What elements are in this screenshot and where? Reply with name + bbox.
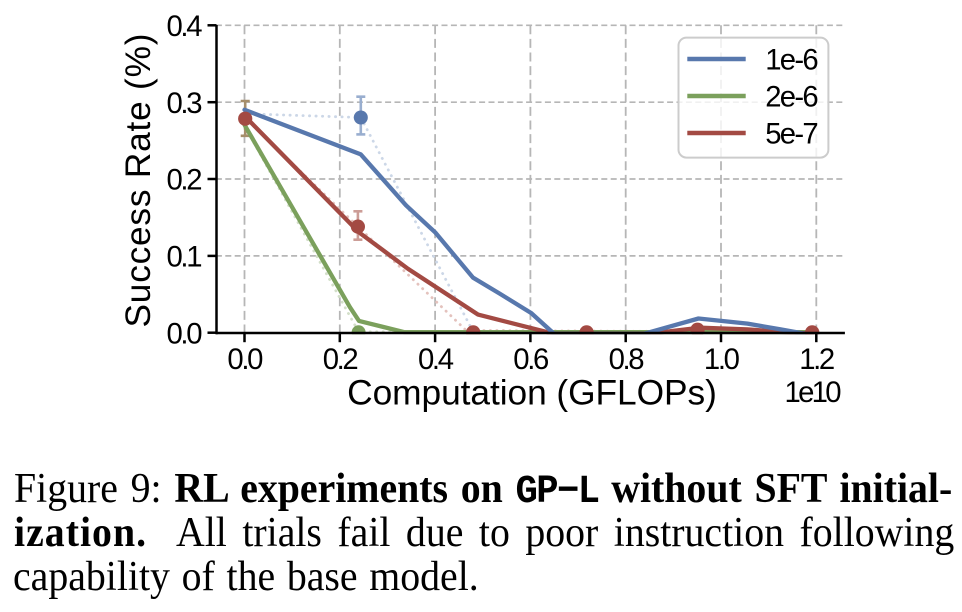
svg-text:5e-7: 5e-7 — [765, 118, 819, 151]
svg-text:0.0: 0.0 — [227, 343, 263, 376]
svg-text:1.2: 1.2 — [799, 343, 835, 376]
svg-text:0.6: 0.6 — [513, 343, 549, 376]
svg-text:0.4: 0.4 — [418, 343, 454, 376]
svg-text:0.8: 0.8 — [609, 343, 645, 376]
svg-text:0.0: 0.0 — [167, 317, 203, 350]
svg-text:Success Rate (%): Success Rate (%) — [119, 34, 158, 328]
svg-text:0.2: 0.2 — [323, 343, 359, 376]
svg-text:0.4: 0.4 — [167, 10, 203, 43]
svg-text:0.2: 0.2 — [167, 164, 203, 197]
svg-text:0.3: 0.3 — [167, 87, 203, 120]
svg-text:0.1: 0.1 — [167, 241, 203, 274]
svg-text:2e-6: 2e-6 — [765, 81, 819, 114]
svg-text:1e-6: 1e-6 — [765, 44, 819, 77]
svg-text:1.0: 1.0 — [704, 343, 740, 376]
svg-text:1e10: 1e10 — [785, 376, 842, 409]
svg-text:Computation (GFLOPs): Computation (GFLOPs) — [347, 374, 717, 413]
